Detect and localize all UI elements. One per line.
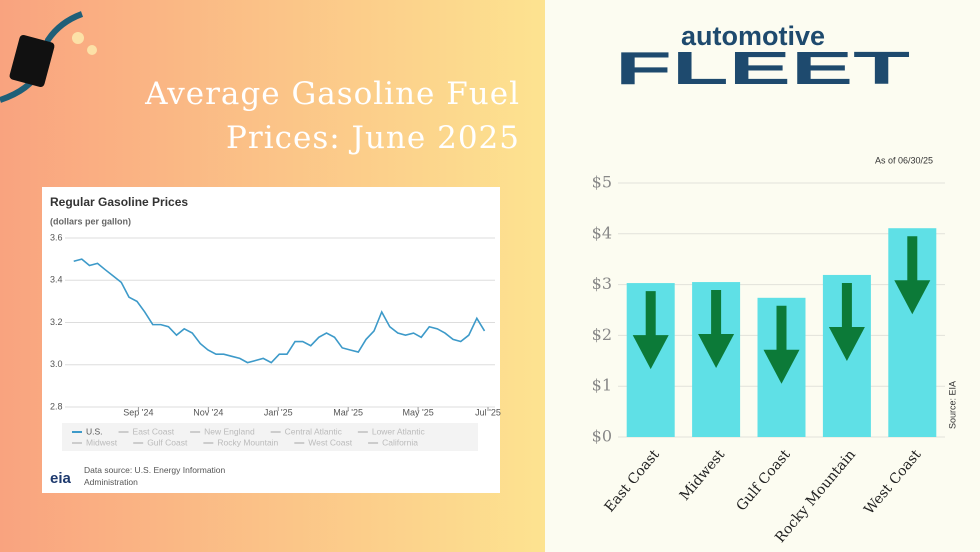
legend-box [62,423,478,451]
annotation: As of 06/30/25 [875,155,933,165]
y-tick-label: $5 [592,173,612,192]
source-box: Data source: U.S. Energy Information Adm… [84,465,226,487]
legend-label: Gulf Coast [147,437,188,447]
y-tick-label: $1 [592,376,612,395]
legend-label: Midwest [86,437,118,447]
x-tick-label: Mar '25 [333,407,363,417]
logo-bottom: FLEET [615,42,910,94]
chart-subtitle: (dollars per gallon) [50,216,131,226]
y-tick-label: 3.2 [50,317,63,327]
legend-label: U.S. [86,426,103,436]
legend-label: East Coast [133,426,175,436]
legend-label: West Coast [308,437,352,447]
legend-label: California [382,437,418,447]
legend-label: Central Atlantic [285,426,343,436]
page-title: Average Gasoline Fuel Prices: June 2025 [145,76,520,156]
x-tick-label: May '25 [402,407,433,417]
legend-label: Rocky Mountain [217,437,278,447]
x-tick-label: Jan '25 [264,407,293,417]
pump-icon [0,11,97,103]
down-arrow [894,236,931,315]
down-arrow [763,305,800,384]
x-tick-label: Nov '24 [193,407,223,417]
down-arrow [828,282,865,361]
down-arrow [632,291,669,370]
source-note: Source: EIA [947,381,957,429]
y-tick-label: $3 [592,274,612,293]
y-tick-label: 3.6 [50,232,63,242]
y-tick-label: $4 [592,223,612,242]
x-tick-label: Sep '24 [123,407,153,417]
source-logo: eia [50,470,72,487]
y-tick-label: 3.0 [50,359,63,369]
y-tick-label: 2.8 [50,401,63,411]
source-text: Data source: U.S. Energy Information Adm… [84,465,226,487]
logo-top: automotive [681,21,825,51]
x-tick-label: Jul '25 [475,407,501,417]
y-tick-label: $0 [592,427,612,446]
chart-title: Regular Gasoline Prices [50,195,188,209]
legend-label: Lower Atlantic [372,426,426,436]
y-tick-label: 3.4 [50,275,63,285]
legend-label: New England [204,426,255,436]
y-tick-label: $2 [592,325,612,344]
price-line [73,258,486,364]
down-arrow [698,290,735,369]
